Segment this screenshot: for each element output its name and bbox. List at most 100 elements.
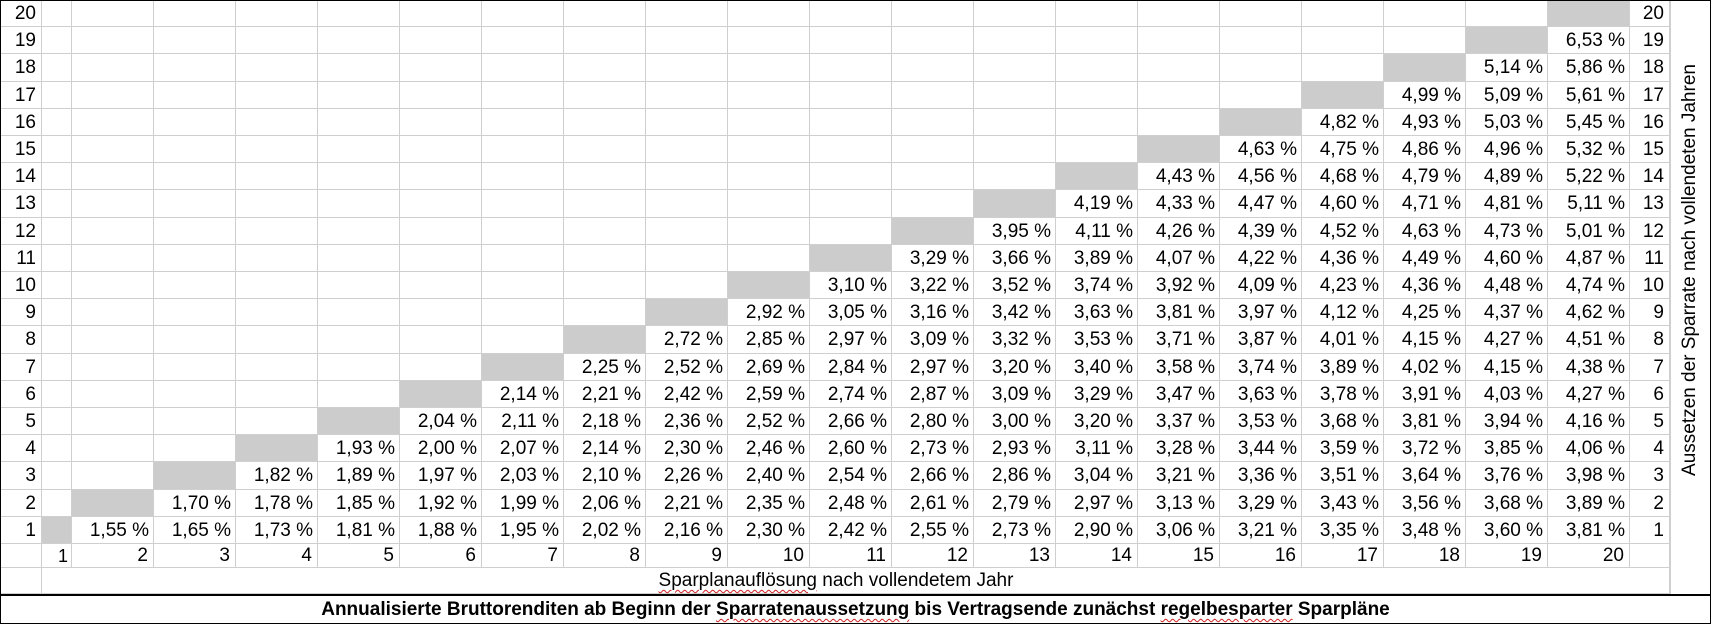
table-cell: 1,82 % [236,462,318,490]
row-label-right: 15 [1630,136,1670,164]
diagonal-cell [646,299,728,327]
corner-cell [0,544,42,568]
table-cell [42,108,72,136]
table-cell [810,136,892,164]
table-cell [42,272,72,300]
table-cell [1056,27,1138,55]
table-cell: 2,11 % [482,408,564,436]
table-cell: 3,91 % [1384,380,1466,408]
x-axis-tick: 15 [1138,544,1220,568]
table-cell: 4,86 % [1384,136,1466,164]
table-cell: 3,29 % [892,244,974,272]
table-cell [646,136,728,164]
table-cell: 3,81 % [1138,299,1220,327]
table-cell [318,326,400,354]
table-cell [72,435,154,463]
table-cell: 3,71 % [1138,326,1220,354]
x-axis-tick: 3 [154,544,236,568]
table-cell [154,163,236,191]
row-label-left: 14 [0,163,42,191]
table-cell [646,244,728,272]
table-cell: 5,09 % [1466,81,1548,109]
x-axis-tick: 16 [1220,544,1302,568]
table-cell [810,217,892,245]
table-cell: 2,66 % [892,462,974,490]
diagonal-cell [564,326,646,354]
table-cell [72,326,154,354]
table-cell: 4,33 % [1138,190,1220,218]
table-cell: 2,54 % [810,462,892,490]
table-cell [400,272,482,300]
table-cell [892,163,974,191]
row-label-left: 19 [0,27,42,55]
table-cell: 3,81 % [1548,516,1630,544]
table-cell [400,81,482,109]
table-cell [1384,27,1466,55]
table-cell [318,27,400,55]
row-label-right: 20 [1630,0,1670,28]
corner-cell [1630,544,1670,568]
table-cell: 2,86 % [974,462,1056,490]
table-cell [1466,0,1548,28]
table-cell: 5,14 % [1466,54,1548,82]
x-axis-tick: 6 [400,544,482,568]
table-cell: 4,51 % [1548,326,1630,354]
table-cell: 2,73 % [892,435,974,463]
table-cell [318,81,400,109]
table-cell [318,353,400,381]
row-label-left: 7 [0,353,42,381]
table-cell [1138,54,1220,82]
table-cell [810,108,892,136]
row-label-left: 11 [0,244,42,272]
table-cell: 3,74 % [1056,272,1138,300]
table-cell [42,326,72,354]
table-cell [154,27,236,55]
table-cell [482,299,564,327]
x-axis-tick: 19 [1466,544,1548,568]
table-cell [1138,81,1220,109]
table-cell [72,108,154,136]
table-cell: 2,97 % [892,353,974,381]
diagonal-cell [810,244,892,272]
table-cell [318,0,400,28]
table-cell [646,272,728,300]
table-cell [728,217,810,245]
table-cell [564,190,646,218]
table-cell: 1,89 % [318,462,400,490]
row-label-right: 12 [1630,217,1670,245]
table-cell [154,408,236,436]
row-label-right: 7 [1630,353,1670,381]
table-cell [400,299,482,327]
table-cell: 4,81 % [1466,190,1548,218]
table-cell: 4,01 % [1302,326,1384,354]
table-cell: 4,12 % [1302,299,1384,327]
table-cell: 2,36 % [646,408,728,436]
table-cell [1138,108,1220,136]
diagonal-cell [42,516,72,544]
table-cell [72,190,154,218]
table-cell: 4,39 % [1220,217,1302,245]
table-cell: 5,01 % [1548,217,1630,245]
table-cell: 1,85 % [318,489,400,517]
blank-cell [0,568,42,594]
table-cell [564,0,646,28]
table-cell: 4,68 % [1302,163,1384,191]
table-cell [318,136,400,164]
row-label-left: 20 [0,0,42,28]
diagonal-cell [236,435,318,463]
table-cell [646,190,728,218]
table-cell: 2,97 % [1056,489,1138,517]
table-cell [728,0,810,28]
table-cell [974,0,1056,28]
table-cell [974,136,1056,164]
table-cell: 2,90 % [1056,516,1138,544]
table-cell: 4,23 % [1302,272,1384,300]
row-label-right: 14 [1630,163,1670,191]
x-axis-tick: 18 [1384,544,1466,568]
table-cell [400,27,482,55]
table-cell [318,299,400,327]
table-cell [646,108,728,136]
table-cell: 3,06 % [1138,516,1220,544]
table-cell: 3,68 % [1466,489,1548,517]
table-cell: 2,79 % [974,489,1056,517]
